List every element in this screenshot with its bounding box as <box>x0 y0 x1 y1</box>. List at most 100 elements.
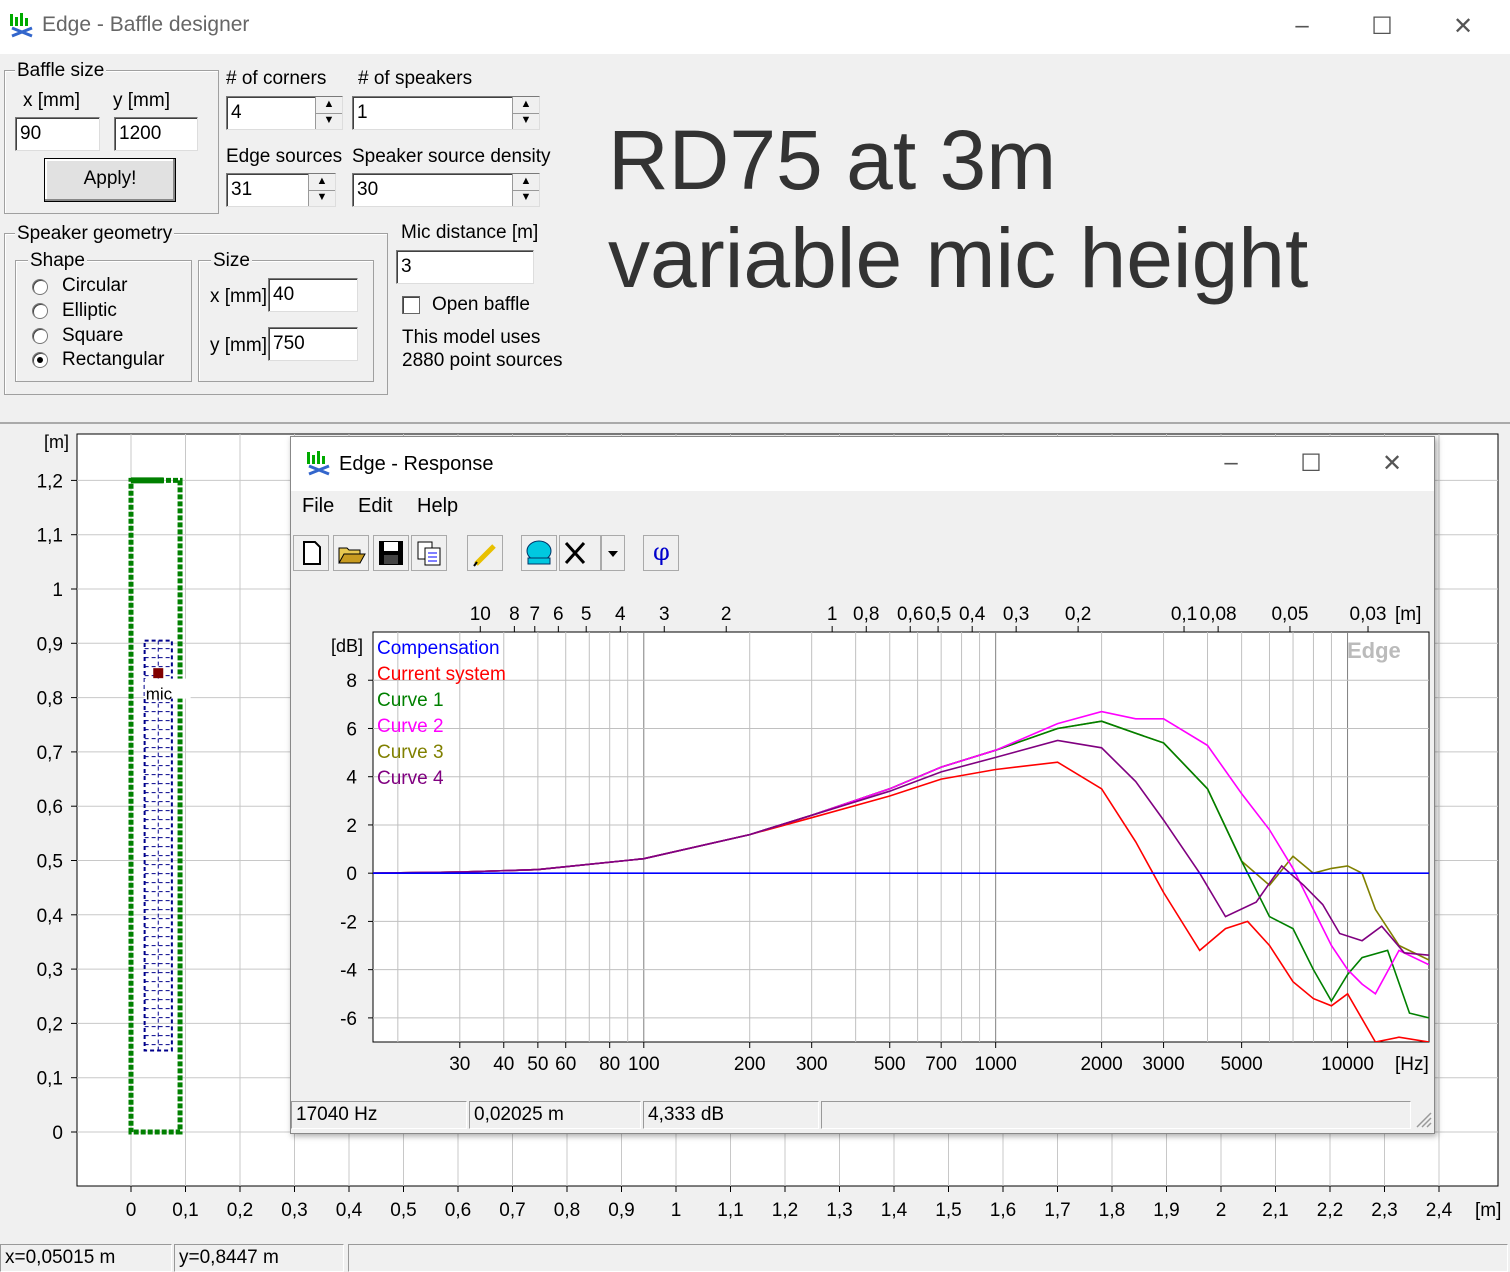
baffle-x-tick-label: 1,1 <box>717 1200 743 1221</box>
baffle-x-tick-label: 2,4 <box>1426 1200 1453 1221</box>
size-x-input[interactable]: 40 <box>268 278 358 312</box>
chart-y-tick-label: -4 <box>340 961 357 982</box>
chart-top-tick-label: 1 <box>827 604 838 625</box>
chart-x-tick-label: 80 <box>599 1054 620 1075</box>
resize-grip-icon[interactable] <box>1413 1109 1433 1129</box>
chart-top-tick-label: 0,1 <box>1171 604 1197 625</box>
chart-x-tick-label: 500 <box>874 1054 906 1075</box>
chart-x-tick-label: 2000 <box>1080 1054 1122 1075</box>
legend-entry-3: Curve 2 <box>377 716 444 737</box>
save-button[interactable] <box>373 535 409 571</box>
response-minimize-button[interactable]: – <box>1224 449 1238 476</box>
speaker-button[interactable] <box>521 535 557 571</box>
menu-edit[interactable]: Edit <box>358 495 393 517</box>
open-button[interactable] <box>333 535 369 571</box>
chart-y-tick-label: -6 <box>340 1009 357 1030</box>
clear-dropdown-button[interactable] <box>601 535 625 571</box>
title-bar: Edge - Baffle designer – ☐ ✕ <box>0 0 1510 54</box>
speaker-outline <box>143 639 173 1052</box>
pen-button[interactable] <box>467 535 503 571</box>
legend-entry-4: Curve 3 <box>377 742 444 763</box>
chart-plot-area <box>372 631 1430 1043</box>
corners-spinner[interactable]: 4 ▲ ▼ <box>226 96 343 130</box>
status-x: x=0,05015 m <box>0 1244 172 1272</box>
speakers-spin-buttons[interactable]: ▲ ▼ <box>512 97 539 129</box>
clear-icon <box>564 541 586 565</box>
chart-top-tick-label: 3 <box>659 604 670 625</box>
edge-sources-spin-buttons[interactable]: ▲ ▼ <box>308 174 335 206</box>
speakers-spinner[interactable]: 1 ▲ ▼ <box>352 96 540 130</box>
baffle-x-tick-label: 1,7 <box>1044 1200 1070 1221</box>
chart-top-tick-label: 8 <box>509 604 520 625</box>
baffle-y-tick-label: 0,2 <box>37 1014 63 1035</box>
corners-value: 4 <box>231 102 242 123</box>
baffle-x-label: x [mm] <box>23 90 80 111</box>
speaker-density-spin-buttons[interactable]: ▲ ▼ <box>512 174 539 206</box>
baffle-x-tick-label: 1,3 <box>826 1200 852 1221</box>
open-icon <box>338 547 366 564</box>
baffle-x-tick-label: 2,2 <box>1317 1200 1343 1221</box>
clear-button[interactable] <box>559 535 601 571</box>
baffle-y-tick-label: 1 <box>52 580 63 601</box>
baffle-x-tick-label: 2,3 <box>1371 1200 1397 1221</box>
response-maximize-button[interactable]: ☐ <box>1300 450 1322 477</box>
close-button[interactable]: ✕ <box>1452 13 1474 40</box>
baffle-x-tick-label: 1,6 <box>990 1200 1016 1221</box>
minimize-button[interactable]: – <box>1295 12 1309 39</box>
overlay-title: RD75 at 3m <box>608 113 1057 207</box>
legend-entry-0: Compensation <box>377 638 500 659</box>
copy-button[interactable] <box>411 535 447 571</box>
chart-top-axis-label: [m] <box>1395 604 1421 625</box>
series-line-5 <box>373 739 1429 956</box>
baffle-x-input[interactable]: 90 <box>15 117 100 151</box>
divider <box>0 422 1510 424</box>
baffle-x-tick-label: 1 <box>671 1200 682 1221</box>
baffle-y-tick-label: 0,8 <box>37 689 63 710</box>
speaker-density-spinner[interactable]: 30 ▲ ▼ <box>352 173 540 207</box>
apply-button[interactable]: Apply! <box>44 158 176 202</box>
legend-entry-1: Current system <box>377 664 506 685</box>
baffle-y-label: y [mm] <box>113 90 170 111</box>
phase-icon: φ <box>653 538 670 566</box>
legend-entry-2: Curve 1 <box>377 690 444 711</box>
edge-sources-spinner[interactable]: 31 ▲ ▼ <box>226 173 336 207</box>
baffle-y-unit: [m] <box>44 432 69 452</box>
mic-distance-input[interactable]: 3 <box>396 250 534 284</box>
baffle-y-tick-label: 0,9 <box>37 634 63 655</box>
open-baffle-checkbox[interactable] <box>402 296 420 314</box>
chart-x-tick-label: 200 <box>734 1054 766 1075</box>
edge-sources-value: 31 <box>231 179 253 200</box>
size-y-input[interactable]: 750 <box>268 327 358 361</box>
status-y: y=0,8447 m <box>174 1244 344 1272</box>
response-chart[interactable]: -6 -4 -2 0 2 4 6 8 [dB] 30 40 50 60 80 100 200 300 500 700… <box>291 583 1434 1093</box>
mic-label-bg <box>144 678 191 699</box>
new-button[interactable] <box>293 535 329 571</box>
response-window[interactable]: Edge - Response – ☐ ✕ File Edit Help φ -… <box>290 436 1435 1134</box>
baffle-y-tick-label: 0,5 <box>37 852 63 873</box>
radio-circular[interactable] <box>32 279 48 295</box>
baffle-x-tick-label: 2 <box>1216 1200 1227 1221</box>
chart-top-tick-label: 0,2 <box>1065 604 1091 625</box>
radio-circular-label: Circular <box>62 275 128 296</box>
radio-elliptic[interactable] <box>32 303 48 319</box>
chart-top-tick-label: 0,6 <box>897 604 923 625</box>
baffle-y-input[interactable]: 1200 <box>114 117 198 151</box>
chart-ylabel: [dB] <box>331 636 363 656</box>
phase-button[interactable]: φ <box>643 535 679 571</box>
maximize-button[interactable]: ☐ <box>1371 13 1393 40</box>
radio-square[interactable] <box>32 328 48 344</box>
edge-sources-label: Edge sources <box>226 146 343 167</box>
menu-file[interactable]: File <box>302 495 335 517</box>
mic-distance-label: Mic distance [m] <box>401 222 539 243</box>
speaker-geometry-legend: Speaker geometry <box>15 223 175 245</box>
baffle-y-tick-label: 0,6 <box>37 797 63 818</box>
menu-help[interactable]: Help <box>417 495 459 517</box>
response-status-empty <box>821 1101 1411 1129</box>
response-close-button[interactable]: ✕ <box>1381 450 1403 477</box>
shape-group: Shape <box>15 250 192 382</box>
baffle-x-tick-label: 0,8 <box>554 1200 580 1221</box>
corners-spin-buttons[interactable]: ▲ ▼ <box>315 97 342 129</box>
chart-y-tick-label: 8 <box>346 671 357 692</box>
radio-rectangular[interactable] <box>32 352 48 368</box>
chart-top-tick-label: 5 <box>581 604 592 625</box>
